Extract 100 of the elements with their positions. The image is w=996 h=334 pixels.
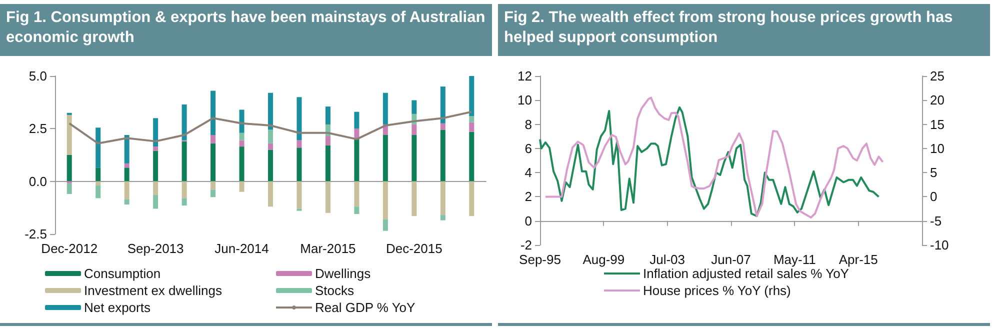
- x-tick-label: May-11: [773, 252, 816, 267]
- y-tick-label: -2.5: [24, 226, 47, 242]
- bar: [268, 150, 273, 182]
- bar: [153, 181, 158, 196]
- bar: [96, 181, 101, 186]
- bar: [412, 100, 417, 114]
- legend-label: Stocks: [315, 283, 355, 298]
- bar: [296, 181, 302, 209]
- bar: [96, 128, 101, 168]
- y2-tick-label: 5: [930, 165, 938, 180]
- chart-title: Fig 2. The wealth effect from strong house prices growth has helped support consumption: [498, 4, 990, 56]
- bar: [153, 146, 158, 151]
- x-tick-label: Dec-2015: [386, 241, 442, 256]
- legend-label: Investment ex dwellings: [84, 283, 223, 298]
- y-tick-label: 8: [524, 116, 532, 132]
- line-series: [68, 110, 473, 144]
- y-tick-label: 2: [524, 189, 532, 204]
- bar: [124, 168, 130, 182]
- bar: [239, 146, 244, 182]
- bar: [182, 181, 187, 198]
- x-tick-label: Dec-2012: [41, 241, 98, 256]
- y-tick-label: 0: [524, 213, 532, 228]
- bar: [440, 215, 446, 220]
- y-tick-label: -2: [520, 238, 532, 252]
- bar: [124, 181, 130, 200]
- bar: [354, 206, 360, 214]
- chart-title: Fig 1. Consumption & exports have been mainstays of Australian economic growth: [0, 4, 492, 56]
- legend-label: Inflation adjusted retail sales % YoY: [643, 266, 850, 281]
- bar: [440, 181, 446, 216]
- x-tick-label: Mar-2015: [300, 241, 356, 256]
- x-tick-label: Jul-03: [650, 252, 686, 267]
- y-tick-label: 4: [524, 165, 532, 180]
- bar: [210, 134, 216, 144]
- bar: [440, 86, 446, 124]
- bar: [210, 90, 216, 135]
- bar: [440, 123, 446, 130]
- bar: [325, 181, 330, 213]
- x-tick-label: Jun-07: [711, 252, 751, 267]
- bar: [182, 104, 187, 140]
- bar: [182, 141, 187, 182]
- y2-tick-label: -10: [930, 238, 949, 252]
- bar: [469, 122, 474, 132]
- bar: [182, 198, 187, 206]
- bar: [153, 150, 158, 182]
- bar: [66, 183, 72, 194]
- legend-label: Consumption: [84, 266, 161, 281]
- y2-tick-label: 10: [930, 140, 944, 156]
- bar: [296, 148, 302, 182]
- legend-label: Net exports: [84, 300, 151, 315]
- y-tick-label: 0.0: [28, 174, 47, 189]
- bar: [239, 181, 244, 192]
- bar: [268, 92, 273, 130]
- bar: [296, 140, 302, 148]
- bar: [325, 106, 330, 124]
- y2-tick-label: 20: [930, 92, 944, 108]
- bar: [440, 130, 446, 182]
- bar: [354, 181, 360, 207]
- y2-tick-label: 0: [930, 189, 938, 204]
- bar: [469, 132, 474, 182]
- bar: [469, 76, 474, 116]
- legend-label: House prices % YoY (rhs): [643, 283, 791, 298]
- bar: [239, 132, 244, 140]
- bar: [296, 97, 302, 140]
- bar: [382, 92, 388, 124]
- y2-tick-label: -5: [930, 213, 942, 228]
- bar: [325, 136, 330, 146]
- bar: [210, 143, 216, 182]
- bar: [124, 199, 130, 205]
- bar: [210, 181, 216, 190]
- y2-tick-label: 15: [930, 116, 944, 132]
- bar: [469, 116, 474, 122]
- bar: [124, 163, 130, 168]
- bar: [96, 168, 101, 182]
- y2-tick-label: 25: [930, 68, 944, 84]
- bar: [124, 134, 130, 164]
- bar: [153, 195, 158, 209]
- x-tick-label: Aug-99: [582, 252, 625, 267]
- y-tick-label: 5.0: [28, 68, 47, 84]
- y-tick-label: 12: [518, 68, 532, 84]
- bar: [96, 186, 101, 198]
- y-tick-label: 6: [524, 140, 532, 156]
- bar: [153, 118, 158, 147]
- y-tick-label: 10: [518, 92, 532, 108]
- bar: [382, 181, 388, 220]
- bar: [412, 124, 417, 135]
- bar: [354, 112, 360, 129]
- bar: [382, 219, 388, 231]
- bar: [412, 181, 417, 216]
- bar: [239, 140, 244, 147]
- x-tick-label: Jun-2014: [214, 241, 269, 256]
- bar: [268, 181, 273, 207]
- bar: [210, 190, 216, 198]
- x-tick-label: Sep-95: [519, 252, 561, 267]
- bar: [354, 139, 360, 182]
- x-tick-label: Apr-15: [838, 252, 878, 267]
- bar: [268, 143, 273, 150]
- bar: [66, 114, 72, 155]
- x-tick-label: Sep-2013: [127, 241, 184, 256]
- bar: [382, 134, 388, 182]
- bar: [66, 155, 72, 182]
